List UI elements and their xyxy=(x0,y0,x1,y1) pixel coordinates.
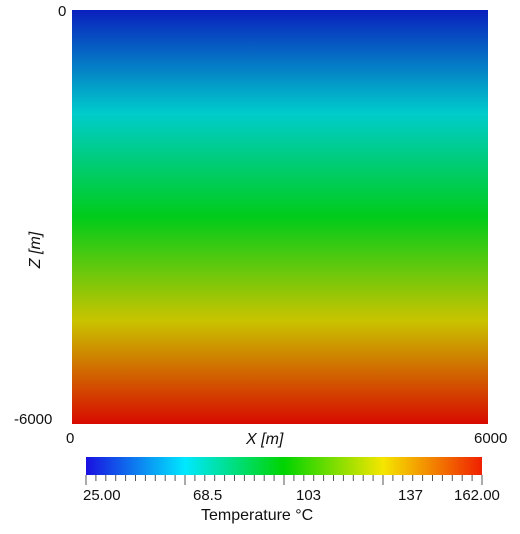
y-tick-bottom: -6000 xyxy=(14,411,53,428)
colorbar-label-max: 162.00 xyxy=(454,487,500,504)
colorbar-label-3: 103 xyxy=(296,487,322,504)
temperature-field xyxy=(72,10,488,424)
colorbar-label-2: 68.5 xyxy=(193,487,223,504)
colorbar-ticks xyxy=(85,475,483,485)
x-tick-left: 0 xyxy=(66,430,75,447)
x-axis-label: X [m] xyxy=(246,431,284,448)
y-axis-label: Z [m] xyxy=(27,231,45,269)
colorbar xyxy=(86,457,482,475)
y-tick-top: 0 xyxy=(58,3,67,20)
colorbar-label-4: 137 xyxy=(398,487,424,504)
colorbar-label-min: 25.00 xyxy=(83,487,121,504)
colorbar-title: Temperature °C xyxy=(201,507,314,524)
x-tick-right: 6000 xyxy=(474,430,508,447)
